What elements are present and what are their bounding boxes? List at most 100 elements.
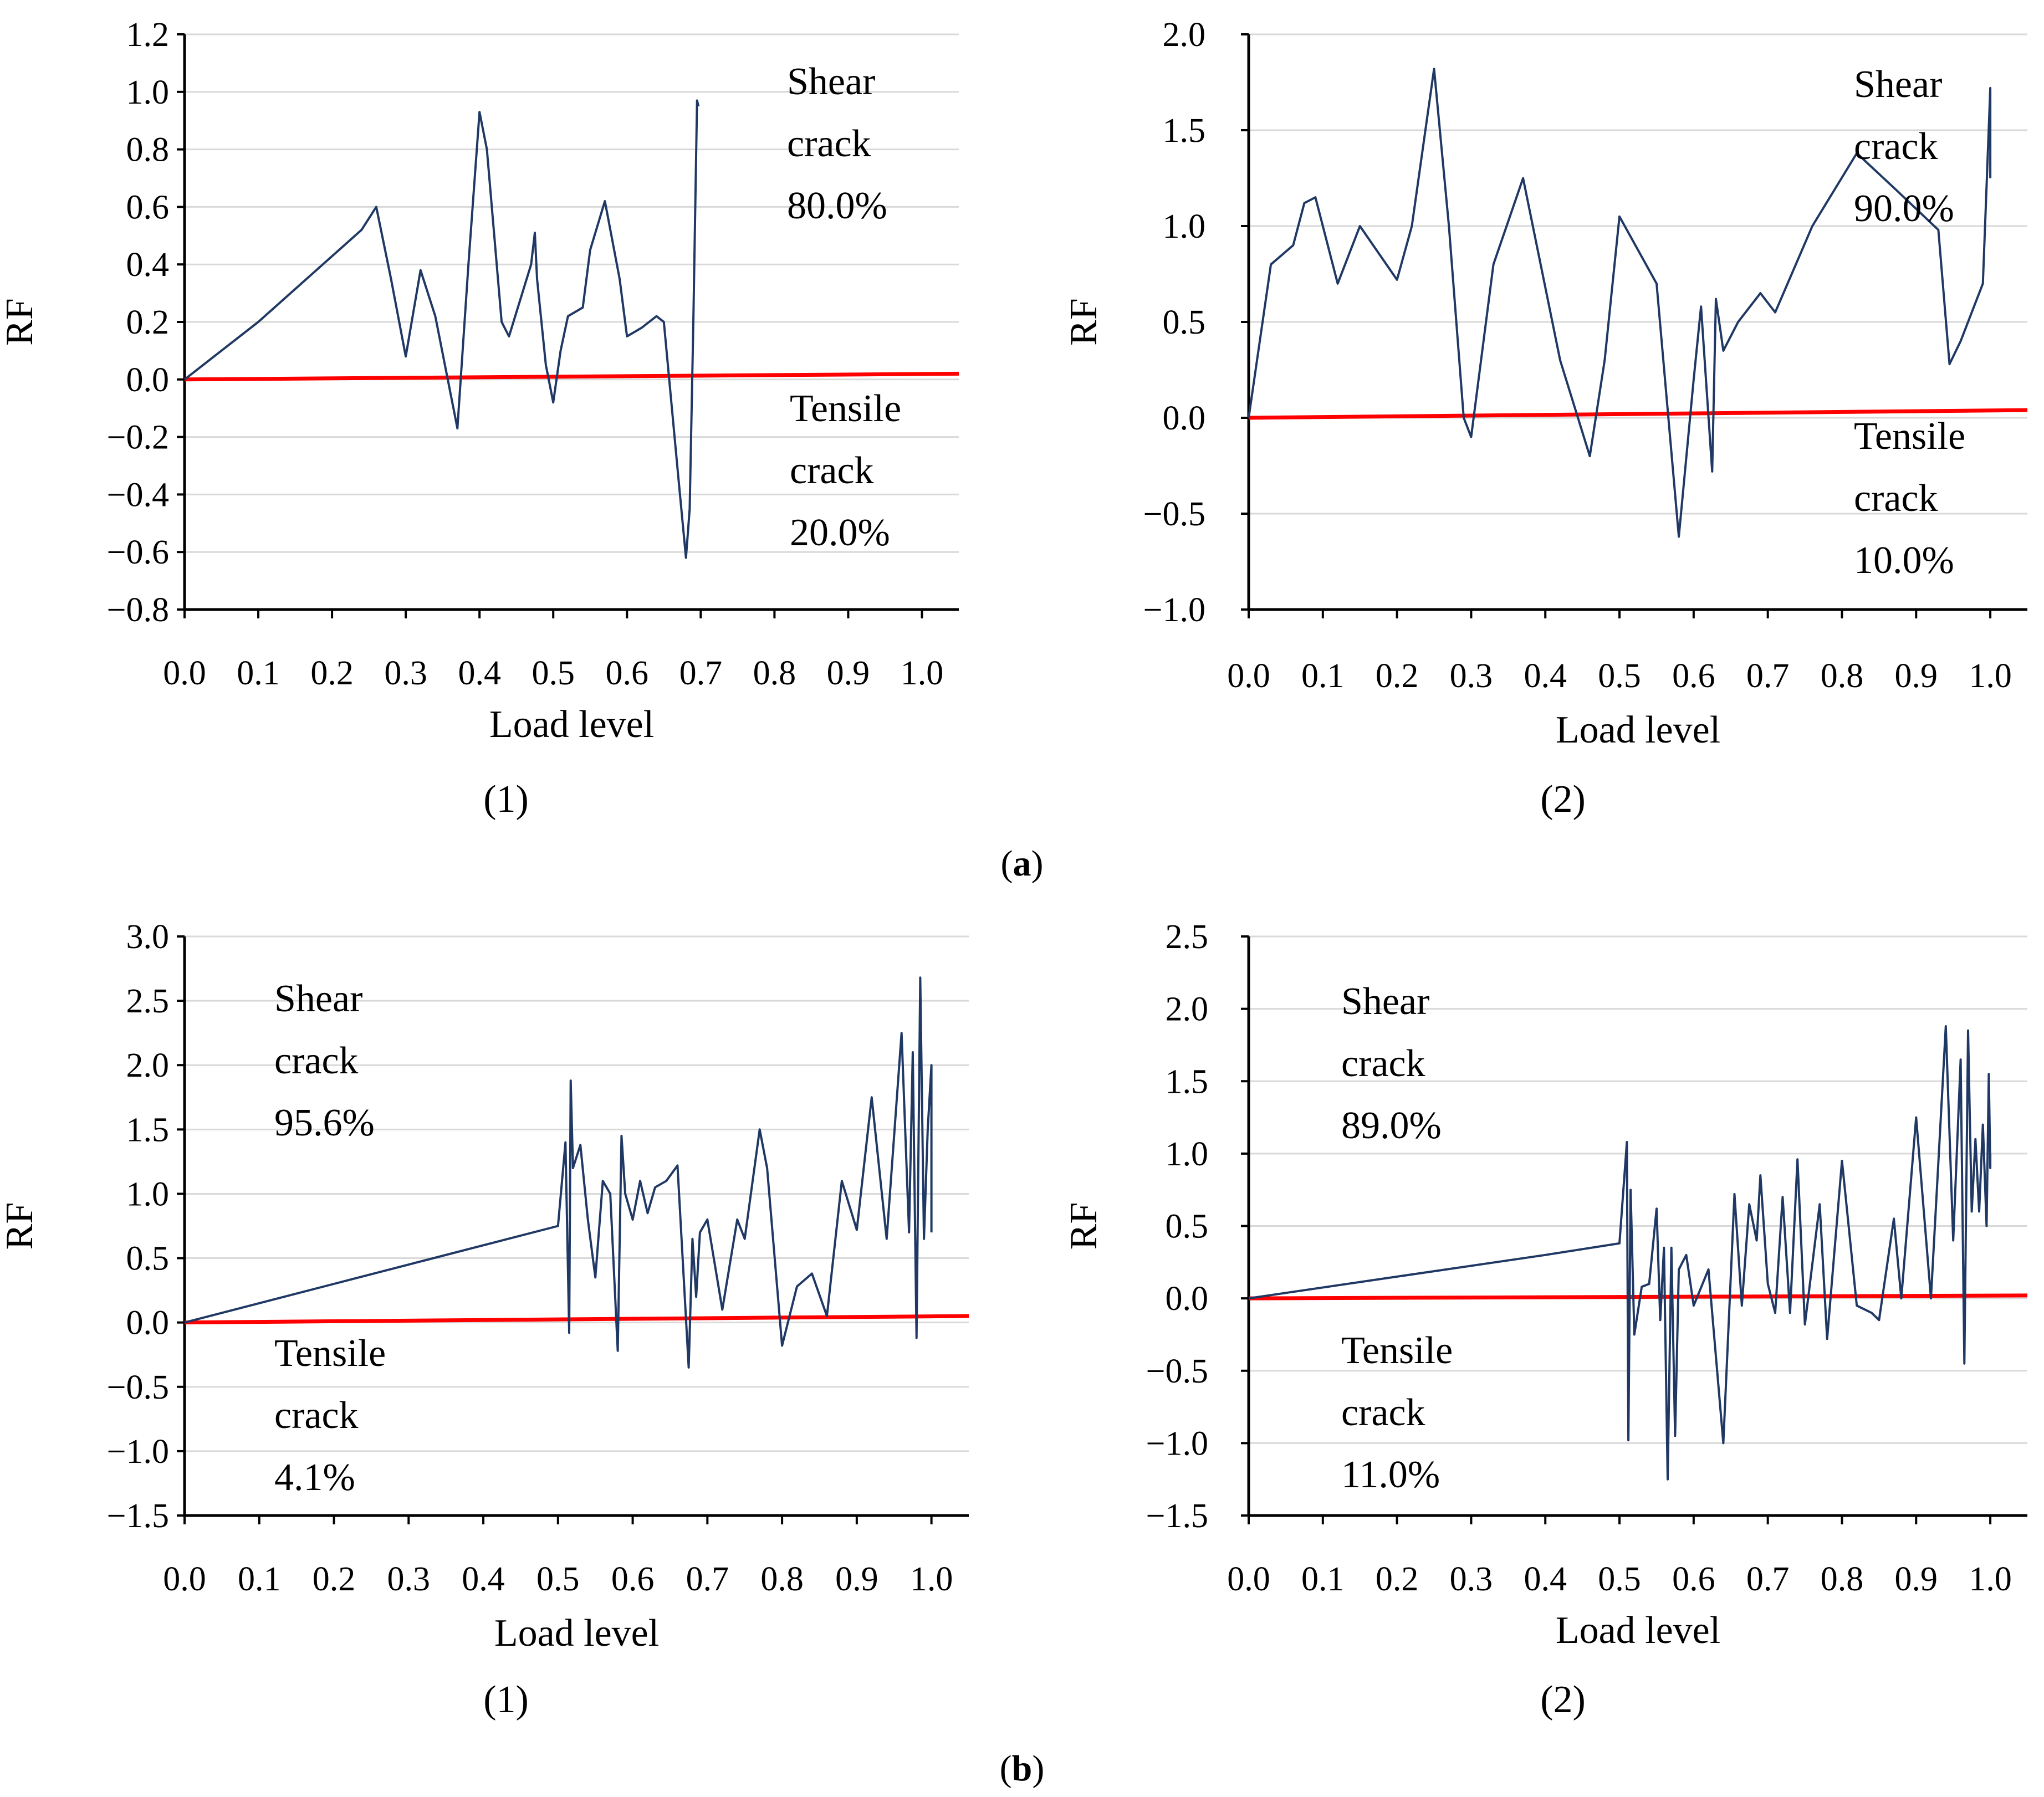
x-tick-label: 0.3 bbox=[1450, 1560, 1493, 1598]
x-tick-label: 0.3 bbox=[1450, 657, 1493, 695]
x-tick-label: 0.0 bbox=[163, 654, 206, 692]
y-tick-label: 0.2 bbox=[126, 304, 170, 341]
x-tick-label: 0.9 bbox=[827, 654, 870, 692]
x-tick-label: 0.7 bbox=[1746, 657, 1790, 695]
x-axis-title: Load level bbox=[494, 1612, 659, 1655]
x-tick-label: 0.5 bbox=[536, 1560, 580, 1598]
chart-a2: −1.0 −0.5 0.0 0.5 1.0 1.5 2.0 0.0 0.1 0.2 0.3 0.4 0.… bbox=[1062, 16, 2028, 751]
group-letter-b: b bbox=[1012, 1748, 1033, 1789]
group-letter-a: a bbox=[1013, 843, 1031, 884]
x-tick-label: 0.4 bbox=[462, 1560, 505, 1598]
y-tick-label: 0.4 bbox=[126, 246, 170, 284]
x-tick-label: 1.0 bbox=[1969, 1560, 2012, 1598]
x-tick-label: 1.0 bbox=[910, 1560, 953, 1598]
y-tick-label: 3.0 bbox=[126, 918, 170, 956]
zero-reference-line bbox=[184, 1314, 969, 1325]
tensile-crack-annotation: Tensile bbox=[1854, 415, 1965, 458]
x-axis-title: Load level bbox=[1556, 709, 1720, 751]
x-tick-label: 0.5 bbox=[532, 654, 575, 692]
x-tick-label: 0.1 bbox=[1301, 1560, 1345, 1598]
chart-b2: −1.5 −1.0 −0.5 0.0 0.5 1.0 1.5 2.0 2.5 0.0 0.1 0.2 0… bbox=[1062, 918, 2028, 1652]
y-tick-label: −1.0 bbox=[1143, 591, 1205, 629]
y-tick-label: 1.0 bbox=[1163, 208, 1206, 245]
x-tick-label: 0.3 bbox=[387, 1560, 431, 1598]
x-tick-label: 0.8 bbox=[753, 654, 796, 692]
x-tick-label: 0.6 bbox=[606, 654, 649, 692]
tensile-crack-annotation: 20.0% bbox=[790, 511, 890, 554]
x-tick-label: 0.4 bbox=[1524, 1560, 1567, 1598]
y-tick-label: 1.5 bbox=[1166, 1063, 1209, 1100]
x-tick-label: 0.1 bbox=[238, 1560, 281, 1598]
y-tick-label: −1.0 bbox=[1146, 1425, 1208, 1462]
shear-crack-annotation: Shear bbox=[787, 60, 875, 103]
x-tick-label: 0.6 bbox=[1672, 657, 1715, 695]
x-axis-title: Load level bbox=[1556, 1609, 1720, 1652]
x-tick-label: 0.7 bbox=[686, 1560, 729, 1598]
rf-series-line bbox=[183, 99, 700, 559]
x-tick-label: 0.2 bbox=[313, 1560, 356, 1598]
x-tick-label: 0.3 bbox=[384, 654, 427, 692]
y-tick-label: 0.0 bbox=[1163, 400, 1206, 437]
y-tick-label: 1.5 bbox=[1163, 112, 1206, 150]
shear-crack-annotation: 89.0% bbox=[1341, 1104, 1442, 1147]
y-tick-label: −0.6 bbox=[107, 534, 169, 571]
y-tick-label: 0.5 bbox=[126, 1240, 170, 1278]
zero-reference-line bbox=[184, 371, 959, 382]
x-tick-label: 0.4 bbox=[1524, 657, 1567, 695]
x-tick-label: 0.5 bbox=[1598, 1560, 1641, 1598]
y-tick-label: 2.0 bbox=[1166, 991, 1209, 1028]
tensile-crack-annotation: 10.0% bbox=[1854, 539, 1954, 582]
x-tick-label: 0.2 bbox=[310, 654, 354, 692]
y-tick-label: 1.0 bbox=[126, 74, 170, 111]
tensile-crack-annotation: Tensile bbox=[274, 1332, 386, 1375]
y-tick-label: 2.0 bbox=[126, 1047, 170, 1084]
y-axis-title: RF bbox=[1062, 298, 1105, 346]
y-tick-label: −1.0 bbox=[107, 1433, 169, 1471]
y-tick-label: 0.5 bbox=[1166, 1208, 1209, 1246]
y-tick-label: 0.0 bbox=[126, 361, 170, 399]
x-tick-label: 0.8 bbox=[1821, 657, 1864, 695]
y-tick-label: −0.5 bbox=[1143, 495, 1205, 533]
group-label-b: (b) bbox=[1000, 1748, 1045, 1789]
x-tick-label: 0.0 bbox=[163, 1560, 206, 1598]
zero-reference-line bbox=[1248, 408, 2028, 420]
y-tick-label: −0.2 bbox=[107, 419, 169, 457]
y-tick-label: 1.5 bbox=[126, 1111, 170, 1149]
y-tick-label: −0.5 bbox=[1146, 1353, 1208, 1390]
y-tick-label: 2.5 bbox=[1166, 918, 1209, 956]
y-tick-label: 0.0 bbox=[126, 1304, 170, 1342]
y-tick-label: −1.5 bbox=[1146, 1497, 1208, 1535]
x-tick-label: 0.6 bbox=[611, 1560, 655, 1598]
chart-a1: −0.8 −0.6 −0.4 −0.2 0.0 0.2 0.4 0.6 0.8 1.0 1.2 0.0… bbox=[0, 16, 959, 746]
panel-label-b2: (2) bbox=[1540, 1678, 1586, 1721]
y-tick-label: 1.0 bbox=[126, 1175, 170, 1213]
x-tick-label: 0.1 bbox=[1301, 657, 1345, 695]
y-tick-label: 0.6 bbox=[126, 188, 170, 226]
x-tick-label: 0.2 bbox=[1376, 1560, 1419, 1598]
shear-crack-annotation: crack bbox=[1341, 1042, 1425, 1085]
tensile-crack-annotation: crack bbox=[1341, 1391, 1425, 1434]
shear-crack-annotation: crack bbox=[1854, 125, 1938, 168]
shear-crack-annotation: 90.0% bbox=[1854, 187, 1954, 230]
tensile-crack-annotation: 4.1% bbox=[274, 1456, 355, 1499]
x-tick-label: 1.0 bbox=[1969, 657, 2012, 695]
shear-crack-annotation: crack bbox=[274, 1040, 359, 1082]
shear-crack-annotation: 95.6% bbox=[274, 1102, 375, 1144]
x-tick-label: 0.0 bbox=[1227, 657, 1270, 695]
y-axis-title: RF bbox=[0, 298, 41, 346]
x-tick-label: 1.0 bbox=[901, 654, 944, 692]
x-tick-label: 0.4 bbox=[458, 654, 501, 692]
x-tick-label: 0.1 bbox=[237, 654, 280, 692]
y-axis-title: RF bbox=[1062, 1202, 1105, 1250]
x-tick-label: 0.8 bbox=[760, 1560, 804, 1598]
x-axis-title: Load level bbox=[489, 703, 654, 746]
y-tick-label: −0.4 bbox=[107, 476, 169, 514]
shear-crack-annotation: Shear bbox=[1341, 980, 1429, 1023]
rf-series-line bbox=[1248, 68, 1992, 538]
panel-label-b1: (1) bbox=[483, 1678, 529, 1721]
x-tick-label: 0.0 bbox=[1227, 1560, 1270, 1598]
rf-series-line bbox=[1248, 1025, 1992, 1481]
panel-label-a1: (1) bbox=[483, 778, 529, 821]
y-axis-title: RF bbox=[0, 1202, 41, 1250]
